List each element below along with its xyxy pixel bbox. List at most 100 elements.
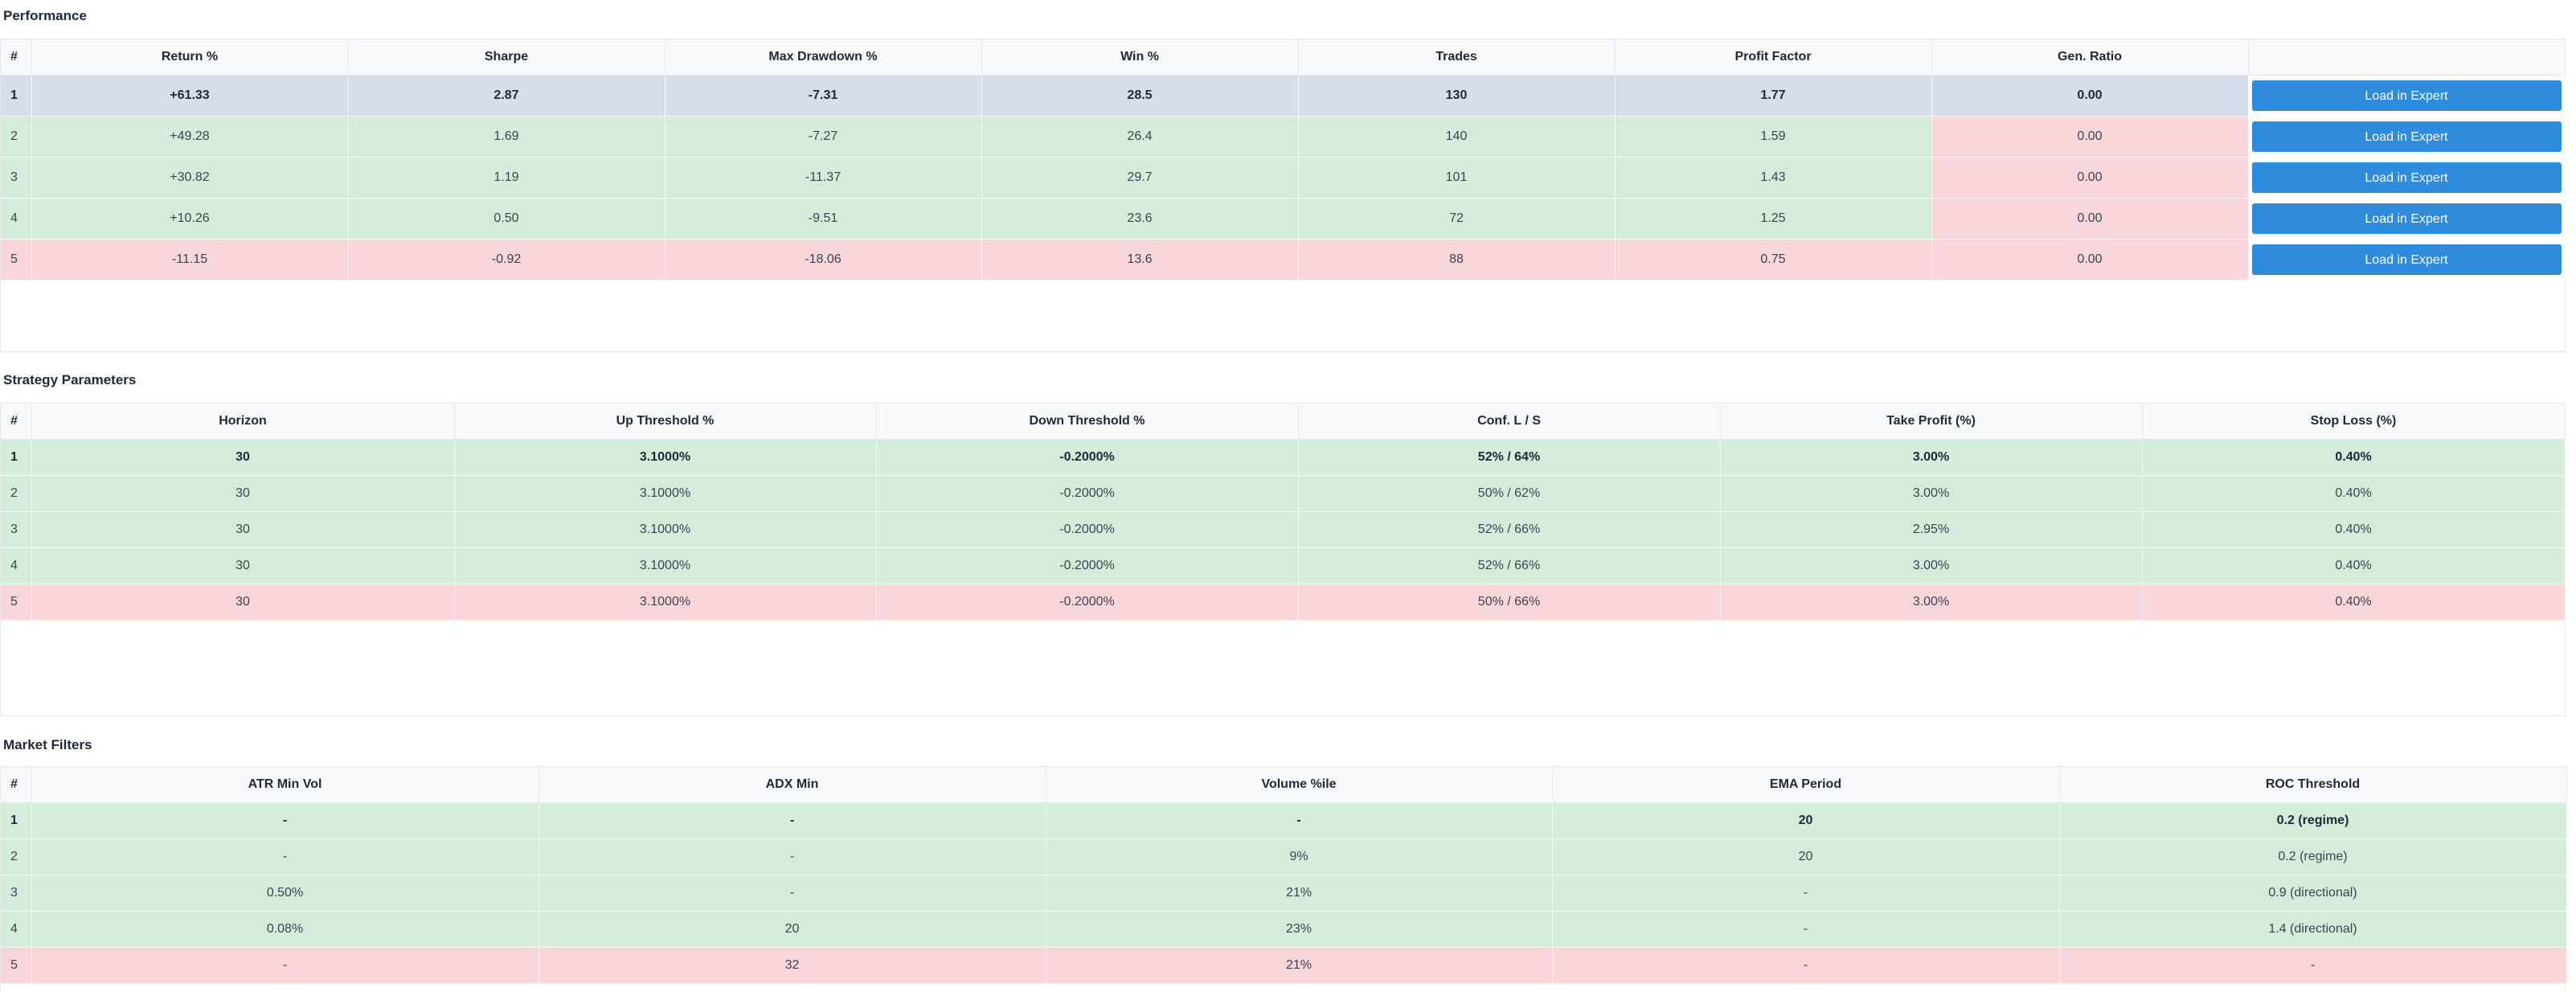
load-in-expert-button[interactable]: Load in Expert [2251,121,2562,152]
win-cell: 13.6 [981,239,1299,281]
table-row: 2 - - 9% 20 0.2 (regime) [1,838,2567,875]
col-take-profit: Take Profit (%) [1720,404,2143,440]
return-cell: +10.26 [31,198,349,240]
profit-factor-cell: 1.25 [1615,198,1932,240]
roc-cell: 0.2 (regime) [2059,802,2567,839]
roc-cell: 1.4 (directional) [2059,911,2567,948]
col-atr-min-vol: ATR Min Vol [31,767,539,803]
row-index: 4 [1,911,32,948]
table-row: 2 +49.28 1.69 -7.27 26.4 140 1.59 0.00 L… [1,116,2566,158]
col-horizon: Horizon [31,404,455,440]
confidence-cell: 52% / 66% [1298,511,1721,548]
atr-cell: 0.50% [31,875,539,912]
row-index: 5 [1,947,32,984]
col-roc-threshold: ROC Threshold [2059,767,2567,803]
trades-cell: 130 [1298,75,1616,117]
ema-cell: - [1552,911,2060,948]
col-actions [2248,39,2566,76]
row-index: 5 [1,239,32,281]
load-in-expert-button[interactable]: Load in Expert [2251,203,2562,234]
volume-cell: 21% [1046,875,1553,912]
roc-cell: - [2059,947,2567,984]
horizon-cell: 30 [31,547,455,584]
adx-cell: 32 [539,947,1046,984]
return-cell: -11.15 [31,239,349,281]
adx-cell: 20 [539,911,1046,948]
filters-header-row: # ATR Min Vol ADX Min Volume %ile EMA Pe… [1,767,2567,803]
row-index: 1 [1,439,32,476]
row-index: 3 [1,875,32,912]
profit-factor-cell: 0.75 [1615,239,1932,281]
stop-loss-cell: 0.40% [2142,439,2566,476]
ema-cell: - [1552,947,2060,984]
row-index: 3 [1,511,32,548]
table-row: 1 30 3.1000% -0.2000% 52% / 64% 3.00% 0.… [1,439,2566,476]
load-in-expert-button[interactable]: Load in Expert [2251,80,2562,111]
table-row: 5 -11.15 -0.92 -18.06 13.6 88 0.75 0.00 … [1,239,2566,281]
profit-factor-cell: 1.59 [1615,116,1932,158]
row-index: 2 [1,838,32,875]
volume-cell: 23% [1046,911,1553,948]
col-win: Win % [981,39,1299,76]
take-profit-cell: 3.00% [1720,439,2143,476]
stop-loss-cell: 0.40% [2142,547,2566,584]
col-trades: Trades [1298,39,1616,76]
table-row: 4 +10.26 0.50 -9.51 23.6 72 1.25 0.00 Lo… [1,198,2566,240]
return-cell: +30.82 [31,157,349,199]
roc-cell: 0.9 (directional) [2059,875,2567,912]
win-cell: 29.7 [981,157,1299,199]
table-row: 3 0.50% - 21% - 0.9 (directional) [1,875,2567,912]
volume-cell: - [1046,802,1553,839]
win-cell: 28.5 [981,75,1299,117]
load-in-expert-button[interactable]: Load in Expert [2251,244,2562,275]
row-index: 5 [1,584,32,621]
horizon-cell: 30 [31,584,455,621]
down-threshold-cell: -0.2000% [876,511,1299,548]
confidence-cell: 52% / 66% [1298,547,1721,584]
return-cell: +61.33 [31,75,349,117]
ema-cell: 20 [1552,838,2060,875]
ema-cell: 20 [1552,802,2060,839]
col-index: # [1,404,32,440]
filters-panel: # ATR Min Vol ADX Min Volume %ile EMA Pe… [0,766,2567,992]
atr-cell: - [31,838,539,875]
col-index: # [1,767,32,803]
load-in-expert-button[interactable]: Load in Expert [2251,162,2562,193]
down-threshold-cell: -0.2000% [876,475,1299,512]
take-profit-cell: 2.95% [1720,511,2143,548]
atr-cell: 0.08% [31,911,539,948]
col-gen-ratio: Gen. Ratio [1931,39,2249,76]
up-threshold-cell: 3.1000% [454,511,877,548]
filters-title: Market Filters [3,737,92,752]
drawdown-cell: -7.27 [665,116,982,158]
adx-cell: - [539,802,1046,839]
drawdown-cell: -7.31 [665,75,982,117]
trades-cell: 72 [1298,198,1616,240]
row-index: 4 [1,198,32,240]
col-profit-factor: Profit Factor [1615,39,1932,76]
strategy-table: # Horizon Up Threshold % Down Threshold … [1,404,2566,621]
take-profit-cell: 3.00% [1720,547,2143,584]
row-index: 1 [1,75,32,117]
sharpe-cell: 2.87 [348,75,666,117]
take-profit-cell: 3.00% [1720,584,2143,621]
atr-cell: - [31,802,539,839]
col-stop-loss: Stop Loss (%) [2142,404,2566,440]
stop-loss-cell: 0.40% [2142,511,2566,548]
drawdown-cell: -11.37 [665,157,982,199]
col-adx-min: ADX Min [539,767,1046,803]
table-row: 4 30 3.1000% -0.2000% 52% / 66% 3.00% 0.… [1,547,2566,584]
confidence-cell: 52% / 64% [1298,439,1721,476]
roc-cell: 0.2 (regime) [2059,838,2567,875]
row-index: 2 [1,116,32,158]
col-down-threshold: Down Threshold % [876,404,1299,440]
sharpe-cell: 1.19 [348,157,666,199]
take-profit-cell: 3.00% [1720,475,2143,512]
adx-cell: - [539,838,1046,875]
volume-cell: 21% [1046,947,1553,984]
profit-factor-cell: 1.43 [1615,157,1932,199]
gen-ratio-cell: 0.00 [1931,75,2249,117]
up-threshold-cell: 3.1000% [454,475,877,512]
sharpe-cell: 0.50 [348,198,666,240]
strategy-panel: # Horizon Up Threshold % Down Threshold … [0,403,2566,716]
